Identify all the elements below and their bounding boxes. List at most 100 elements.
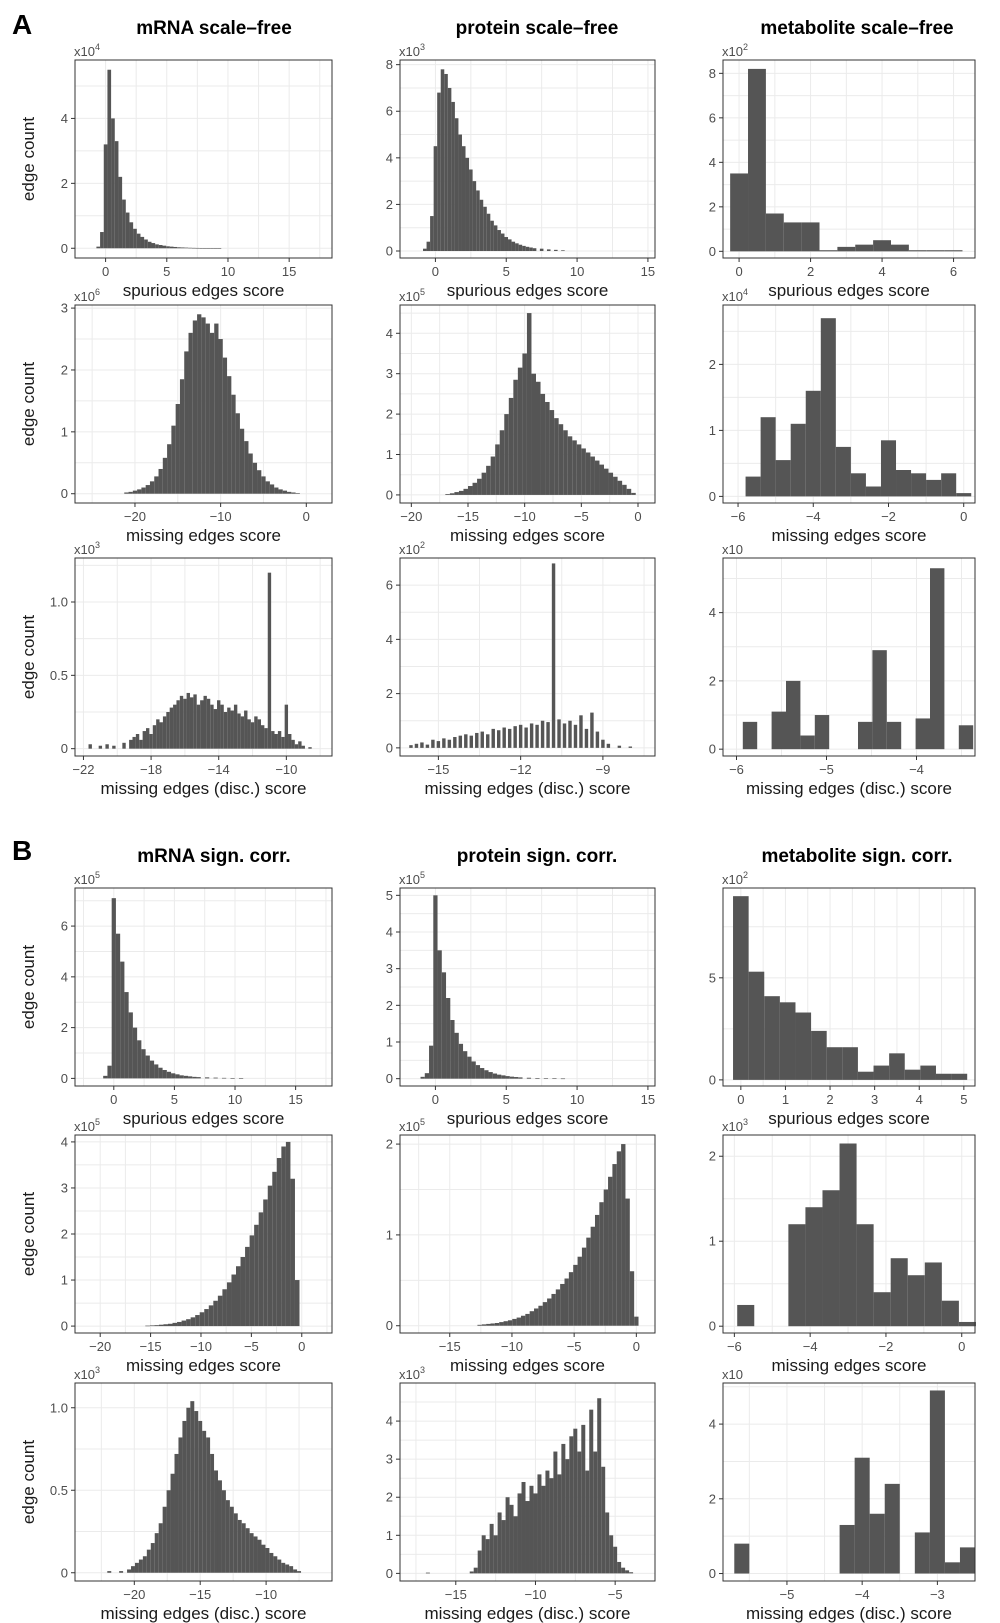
histogram-bar <box>441 972 447 1079</box>
histogram-bar <box>508 239 512 252</box>
axis-multiplier: x104 <box>74 42 100 59</box>
histogram-bar <box>537 1474 542 1574</box>
histogram-bar <box>171 1073 176 1079</box>
histogram-bar <box>426 241 431 252</box>
histogram-bar <box>281 1562 286 1573</box>
histogram-bar <box>196 704 201 749</box>
histogram-bar <box>119 1571 124 1573</box>
histogram-bar <box>911 473 927 497</box>
axis-multiplier: x105 <box>399 870 425 887</box>
histogram-bar <box>213 1300 218 1327</box>
histogram-bar <box>814 715 830 750</box>
histogram-bar <box>158 1324 164 1327</box>
histogram-bar <box>188 247 192 249</box>
x-tick-label: −15 <box>445 1587 467 1602</box>
histogram-bar <box>554 418 559 495</box>
y-tick-label: 2 <box>386 1490 393 1505</box>
histogram-bar <box>447 87 452 252</box>
histogram-bar <box>131 1566 135 1573</box>
histogram-bar <box>88 744 92 749</box>
histogram-bar <box>107 69 112 249</box>
y-tick-label: 2 <box>386 407 393 422</box>
x-tick-label: 0 <box>634 509 641 524</box>
x-tick-label: −2 <box>879 1339 894 1354</box>
histogram-bar <box>169 707 174 749</box>
histogram-bar <box>505 1076 510 1079</box>
histogram-bar <box>577 1256 582 1326</box>
histogram-bar <box>230 1078 235 1079</box>
histogram-bar <box>180 247 185 249</box>
histogram-bar <box>175 1074 180 1079</box>
histogram-B-metabolite-spurious: 0 1 2 3 4 5 0 5 x102 spurious edges score <box>709 870 976 1128</box>
axis-multiplier: x103 <box>74 1365 100 1382</box>
histogram-bar <box>200 700 204 749</box>
histogram-bar <box>221 1077 227 1079</box>
histogram-bar <box>594 1214 600 1326</box>
histogram-bar <box>617 480 623 495</box>
histogram-bar <box>606 743 611 748</box>
y-axis-label-a-row1: edge count <box>19 362 38 446</box>
histogram-bar <box>958 1321 976 1327</box>
x-tick-label: 0 <box>633 1339 640 1354</box>
histogram-bar <box>513 1516 518 1574</box>
histogram-bar <box>271 731 275 749</box>
plot-frame <box>722 59 976 259</box>
x-tick-label: −5 <box>244 1339 259 1354</box>
histogram-bar <box>497 1074 502 1079</box>
x-tick-label: −10 <box>524 1587 546 1602</box>
histogram-bar <box>926 479 942 497</box>
histogram-bar <box>511 241 516 252</box>
histogram-bar <box>132 490 138 494</box>
axis-multiplier: x105 <box>74 1117 100 1134</box>
histogram-bar <box>465 157 470 252</box>
histogram-bar <box>222 1289 227 1327</box>
histogram-bar <box>129 222 134 249</box>
histogram-bar <box>775 460 791 497</box>
histogram-bar <box>604 468 609 495</box>
histogram-bar <box>914 1532 930 1574</box>
histogram-bar <box>231 394 236 494</box>
histogram-bar <box>625 1570 630 1574</box>
y-tick-label: 1 <box>386 447 393 462</box>
axis-multiplier: x106 <box>74 287 100 304</box>
histogram-bar <box>414 743 419 748</box>
x-axis-label: missing edges (disc.) score <box>746 779 952 798</box>
histogram-B-mrna-missing: −20 −15 −10 −5 0 0 1 2 3 4 x105 missing edges score <box>61 1117 333 1375</box>
histogram-bar <box>733 896 749 1080</box>
histogram-bar <box>214 323 219 494</box>
histogram-bar <box>597 1398 602 1574</box>
histogram-bar <box>617 1561 622 1574</box>
histogram-bar <box>147 241 152 249</box>
histogram-bar <box>491 728 495 748</box>
axis-multiplier: x104 <box>722 287 748 304</box>
histogram-bar <box>458 134 462 252</box>
histogram-bar <box>581 1247 587 1326</box>
x-tick-label: 10 <box>570 1092 584 1107</box>
histogram-bar <box>120 961 125 1079</box>
histogram-bar <box>526 313 532 495</box>
histogram-bar <box>605 1512 610 1574</box>
y-tick-label: 3 <box>386 961 393 976</box>
histogram-bar <box>105 744 109 749</box>
histogram-bar <box>186 1407 191 1573</box>
x-tick-label: −15 <box>439 1339 461 1354</box>
histogram-bar <box>154 1325 159 1327</box>
x-tick-label: 3 <box>871 1092 878 1107</box>
histogram-bar <box>425 1572 430 1574</box>
x-tick-label: 0 <box>958 1339 965 1354</box>
axis-multiplier: x103 <box>399 42 425 59</box>
histogram-bar <box>477 1550 482 1574</box>
histogram-bar <box>133 228 137 249</box>
x-tick-label: 15 <box>288 1092 302 1107</box>
histogram-bar <box>497 230 501 252</box>
y-tick-label: 6 <box>709 110 716 125</box>
histogram-bar <box>788 1224 806 1327</box>
x-tick-label: 4 <box>916 1092 923 1107</box>
plot-frame <box>722 887 976 1087</box>
histogram-bar <box>158 1067 163 1079</box>
histogram-bar <box>237 713 241 749</box>
histogram-bar <box>884 1483 900 1574</box>
histogram-bar <box>499 1322 504 1326</box>
histogram-bar <box>423 248 427 252</box>
histogram-bar <box>535 1078 540 1079</box>
